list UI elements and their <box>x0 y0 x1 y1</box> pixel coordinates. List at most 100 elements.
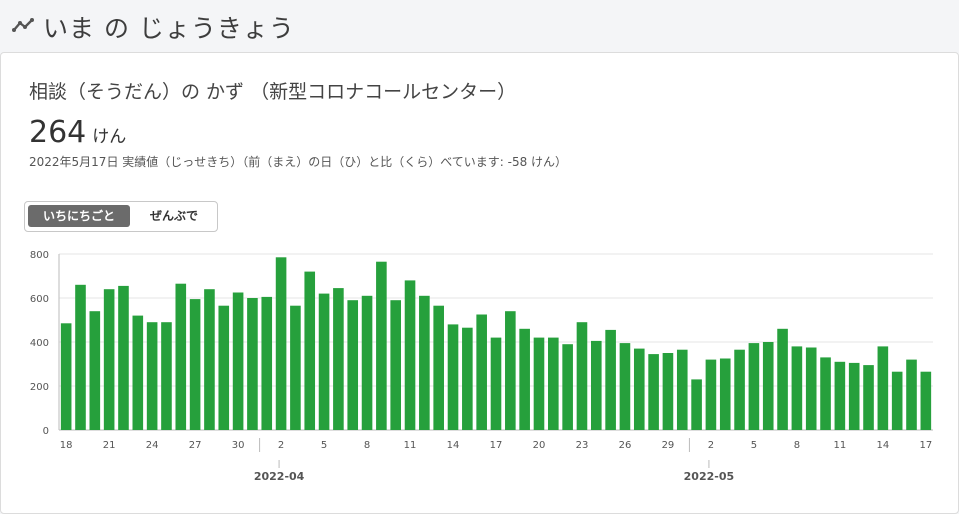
x-tick-label: 23 <box>576 440 589 451</box>
consultation-count: 264 けん <box>29 115 126 150</box>
bar <box>361 295 373 430</box>
bar <box>791 346 803 430</box>
x-tick-label: 14 <box>447 440 460 451</box>
trend-line-icon <box>12 18 34 32</box>
bar <box>261 296 273 430</box>
bar <box>304 271 316 430</box>
bar <box>906 359 917 430</box>
bar <box>419 295 430 430</box>
bar <box>877 346 889 430</box>
x-tick-label: 5 <box>751 440 757 451</box>
x-tick-label: 8 <box>794 440 800 451</box>
bar <box>562 344 573 430</box>
bar-chart: 0 200 400 600 800 18 21 24 27 30 2 5 8 11 14 17 20 23 26 29… <box>30 250 933 483</box>
bar <box>433 305 444 430</box>
bar <box>662 353 674 430</box>
bar <box>103 289 115 430</box>
bar <box>132 315 144 430</box>
x-tick-label: 8 <box>364 440 370 451</box>
bar <box>376 261 387 430</box>
bar <box>848 362 860 430</box>
bar <box>118 285 129 430</box>
bar <box>204 289 215 430</box>
month-label: 2022-05 <box>684 470 735 483</box>
bar <box>247 298 258 430</box>
bar <box>748 343 760 430</box>
bar <box>275 257 287 430</box>
bar <box>533 337 545 430</box>
page-header: いま の じょうきょう <box>0 0 959 50</box>
bar <box>576 322 588 430</box>
bar <box>390 300 402 430</box>
x-tick-label: 17 <box>919 440 932 451</box>
bar <box>347 300 359 430</box>
x-tick-label: 5 <box>321 440 327 451</box>
x-tick-label: 17 <box>490 440 503 451</box>
x-tick-label: 21 <box>103 440 116 451</box>
bar <box>920 371 932 430</box>
bar <box>863 365 874 430</box>
bar <box>333 288 344 430</box>
consultation-card: 相談（そうだん）の かず （新型コロナコールセンター） 264 けん 2022年5… <box>0 52 959 514</box>
bar <box>648 354 659 430</box>
count-unit: けん <box>92 127 127 147</box>
bar <box>548 337 559 430</box>
bar <box>290 305 301 430</box>
bar <box>175 283 187 430</box>
bar <box>462 327 473 430</box>
x-tick-label: 11 <box>404 440 417 451</box>
x-tick-label: 27 <box>189 440 202 451</box>
bar <box>619 343 631 430</box>
bar <box>762 342 774 430</box>
x-tick-label: 29 <box>662 440 675 451</box>
x-tick-label: 18 <box>60 440 73 451</box>
x-tick-label: 20 <box>533 440 546 451</box>
comparison-text: 2022年5月17日 実績値（じっせきち）（前（まえ）の日（ひ）と比（くら）べて… <box>29 155 568 169</box>
bar <box>89 311 101 430</box>
card-title: 相談（そうだん）の かず （新型コロナコールセンター） <box>29 81 517 103</box>
bar <box>734 349 745 430</box>
x-tick-label: 26 <box>619 440 632 451</box>
x-tick-label: 2 <box>278 440 284 451</box>
x-tick-label: 2 <box>708 440 714 451</box>
bar <box>189 299 201 430</box>
bar <box>834 361 846 430</box>
view-toggle: いちにちごと ぜんぶで <box>24 201 218 232</box>
y-tick-label: 400 <box>30 338 49 349</box>
bar <box>719 358 731 430</box>
bar <box>820 357 831 430</box>
x-tick-label: 14 <box>876 440 889 451</box>
bar <box>218 305 230 430</box>
bar <box>476 314 487 430</box>
bar <box>505 311 516 430</box>
bar <box>705 359 717 430</box>
bar <box>676 349 688 430</box>
bar <box>590 340 602 430</box>
y-tick-label: 600 <box>30 294 49 305</box>
page-title: いま の じょうきょう <box>43 14 295 43</box>
bar <box>60 323 72 430</box>
month-label: 2022-04 <box>254 470 305 483</box>
x-tick-label: 24 <box>146 440 159 451</box>
bar <box>633 348 645 430</box>
bar <box>777 328 788 430</box>
bar <box>605 329 616 430</box>
bar <box>891 371 903 430</box>
bar <box>404 280 416 430</box>
toggle-daily-button[interactable]: いちにちごと <box>28 205 130 227</box>
x-tick-label: 30 <box>232 440 245 451</box>
y-tick-label: 0 <box>43 426 49 437</box>
bar <box>490 337 502 430</box>
bar <box>75 284 86 430</box>
bar <box>447 324 459 430</box>
y-tick-label: 200 <box>30 382 49 393</box>
bar <box>519 328 530 430</box>
x-tick-label: 11 <box>834 440 847 451</box>
bar <box>691 379 702 430</box>
count-value: 264 <box>29 115 87 150</box>
bar <box>146 322 158 430</box>
toggle-total-button[interactable]: ぜんぶで <box>134 205 214 227</box>
bar <box>805 347 817 430</box>
bar <box>161 322 172 430</box>
bar <box>318 293 330 430</box>
